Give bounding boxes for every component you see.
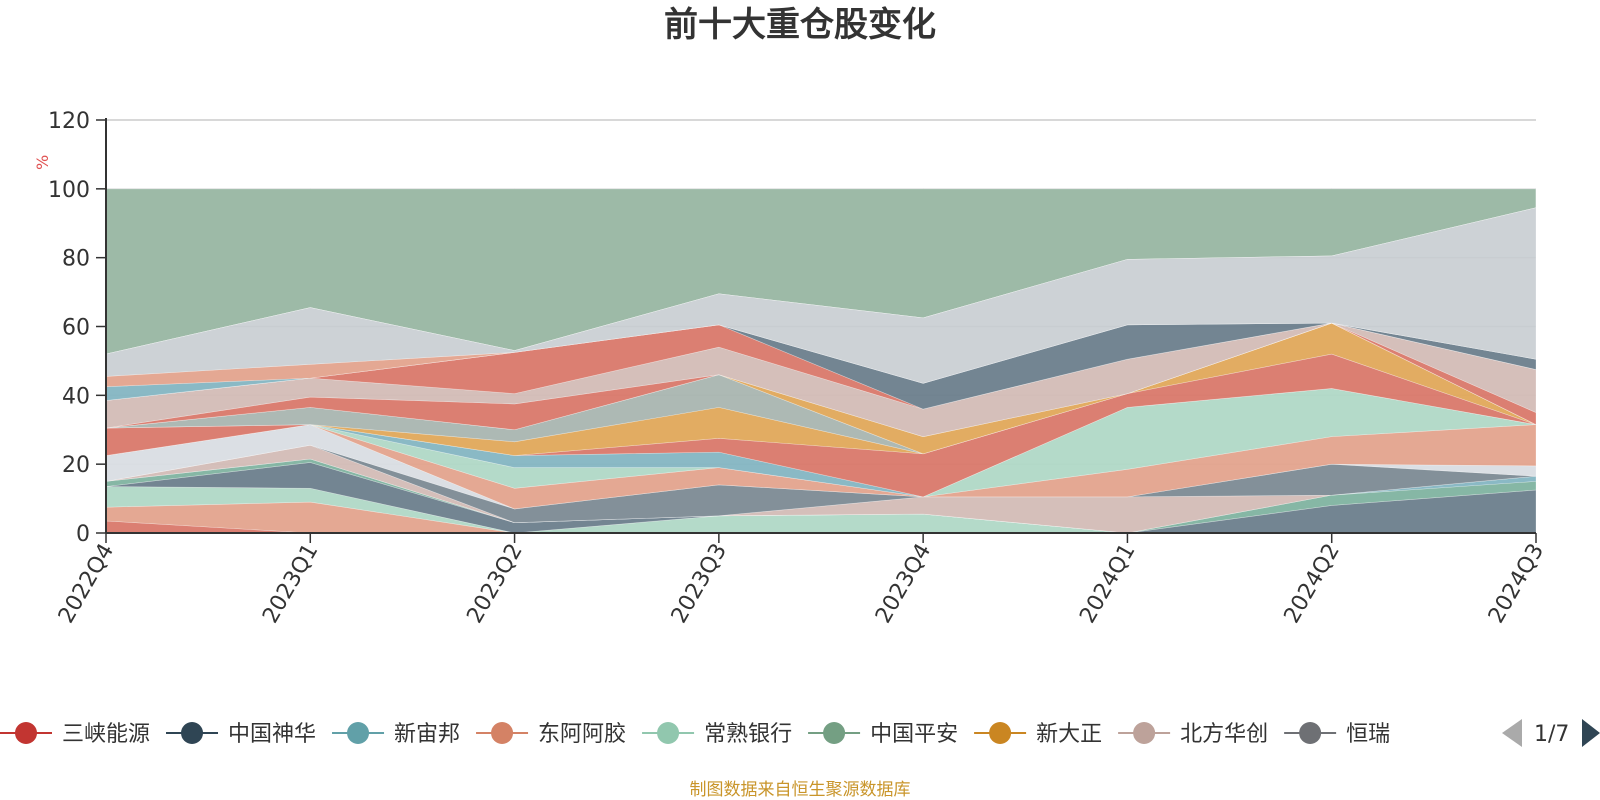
legend-marker	[657, 722, 680, 744]
area-series-s4	[105, 462, 1537, 534]
legend-marker	[491, 722, 514, 744]
legend-label: 常熟银行	[704, 722, 792, 747]
legend-item[interactable]: 三峡能源	[0, 722, 150, 747]
area-series-gap	[105, 207, 1537, 384]
y-axis-unit-label: %	[33, 155, 52, 170]
y-tick-label: 20	[62, 453, 90, 478]
x-tick-label: 2023Q2	[462, 540, 527, 628]
legend-item[interactable]: 中国神华	[166, 722, 316, 747]
legend-marker	[181, 722, 204, 744]
x-tick-label: 2024Q3	[1484, 540, 1549, 628]
y-tick-label: 60	[62, 316, 90, 341]
y-tick-label: 80	[62, 247, 90, 272]
legend-item[interactable]: 新大正	[974, 722, 1102, 747]
y-tick-label: 40	[62, 384, 90, 409]
legend-label: 中国平安	[870, 722, 958, 747]
x-tick-label: 2022Q4	[54, 540, 119, 628]
legend-label: 北方华创	[1180, 722, 1268, 747]
legend-item[interactable]: 北方华创	[1118, 722, 1268, 747]
legend-label: 新大正	[1036, 722, 1102, 747]
area-series-s32	[105, 322, 1537, 388]
area-series-s6	[105, 458, 1537, 534]
legend-item[interactable]: 中国平安	[808, 722, 958, 747]
legend-marker	[823, 722, 846, 744]
area-series-s9	[105, 424, 1537, 510]
pager-text: 1/7	[1534, 722, 1569, 747]
data-source-note: 制图数据来自恒生聚源数据库	[690, 780, 911, 800]
legend-marker	[989, 722, 1012, 744]
area-series-s13	[105, 353, 1537, 498]
legend-pager[interactable]: 1/7	[1502, 719, 1600, 747]
legend-marker	[1299, 722, 1322, 744]
x-tick-label: 2023Q3	[667, 540, 732, 628]
legend-item[interactable]: 恒瑞	[1284, 722, 1390, 747]
legend-label: 中国神华	[228, 722, 316, 747]
area-series-s19	[105, 322, 1537, 437]
x-tick-label: 2023Q1	[258, 540, 323, 628]
pager-prev-icon[interactable]	[1502, 719, 1522, 747]
legend-label: 新宙邦	[394, 722, 460, 747]
legend-item[interactable]: 东阿阿胶	[476, 722, 626, 747]
x-tick-label: 2024Q2	[1280, 540, 1345, 628]
legend-marker	[15, 722, 37, 744]
legend-item[interactable]: 新宙邦	[332, 722, 460, 747]
legend-marker	[347, 722, 370, 744]
legend[interactable]: 三峡能源 中国神华 新宙邦 东阿阿胶 常熟银行 中国平安 新大正 北方华创 恒瑞	[0, 722, 1390, 747]
pager-next-icon[interactable]	[1582, 719, 1600, 747]
chart-title: 前十大重仓股变化	[664, 5, 936, 45]
legend-label: 东阿阿胶	[538, 722, 626, 747]
y-tick-label: 120	[48, 109, 90, 134]
y-tick-label: 0	[76, 522, 90, 547]
x-tick-label: 2023Q4	[871, 540, 936, 628]
legend-label: 恒瑞	[1346, 722, 1390, 747]
legend-marker	[1133, 722, 1156, 744]
area-series-layer	[105, 188, 1537, 534]
area-series-s29	[105, 322, 1537, 410]
x-tick-label: 2024Q1	[1075, 540, 1140, 628]
legend-item[interactable]: 常熟银行	[642, 722, 792, 747]
area-series-s31	[105, 322, 1537, 401]
area-series-s5	[105, 458, 1537, 534]
legend-label: 三峡能源	[62, 722, 150, 747]
y-tick-label: 100	[48, 178, 90, 203]
